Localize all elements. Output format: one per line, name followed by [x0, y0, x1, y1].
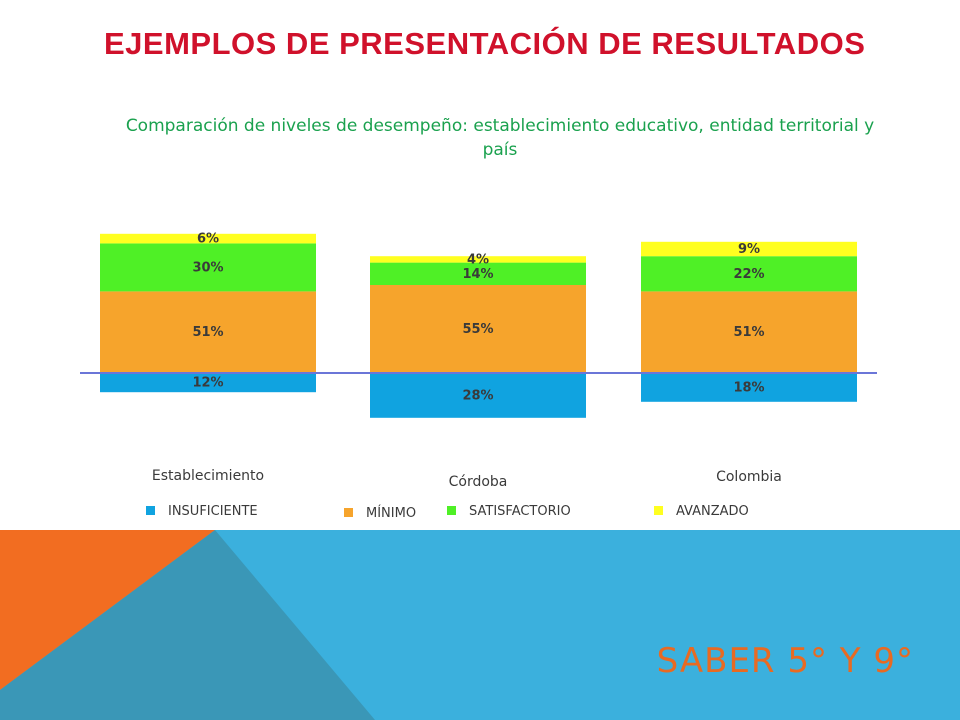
bar-avanzado-colombia	[641, 241, 857, 257]
bar-avanzado-establecimiento	[100, 233, 316, 244]
data-label-satisfactorio-cordoba: 14%	[462, 267, 493, 282]
slide-title: EJEMPLOS DE PRESENTACIÓN DE RESULTADOS	[104, 26, 866, 61]
data-label-avanzado-colombia: 9%	[738, 242, 760, 257]
category-label-colombia: Colombia	[716, 469, 782, 485]
stacked-bar-chart: 12% 51% 30% 6% 28% 55% 14%4% 18% 51% 22% 9% Estable…	[80, 232, 877, 521]
data-label-minimo-establecimiento: 51%	[192, 325, 223, 340]
bar-minimo-colombia	[641, 291, 857, 373]
footer-dark-triangle	[0, 530, 375, 720]
data-label-minimo-cordoba: 55%	[462, 322, 493, 337]
legend-swatch-avanzado	[654, 506, 663, 515]
legend-label-satisfactorio: SATISFACTORIO	[469, 504, 571, 519]
data-label-satisfactorio-colombia: 22%	[733, 267, 764, 282]
legend-label-insuficiente: INSUFICIENTE	[168, 504, 258, 519]
bar-satisfactorio-cordoba	[370, 262, 586, 285]
data-label-minimo-colombia: 51%	[733, 325, 764, 340]
legend-swatch-insuficiente	[146, 506, 155, 515]
bar-satisfactorio-colombia	[641, 256, 857, 292]
bar-insuficiente-cordoba	[370, 373, 586, 418]
chart-title: Comparación de niveles de desempeño: est…	[125, 116, 875, 160]
legend-swatch-minimo	[344, 508, 353, 517]
data-label-insuficiente-establecimiento: 12%	[192, 376, 223, 391]
footer-caption: SABER 5° Y 9°	[656, 641, 914, 681]
bar-satisfactorio-establecimiento	[100, 243, 316, 292]
category-label-cordoba: Córdoba	[449, 474, 508, 490]
bar-minimo-cordoba	[370, 285, 586, 373]
data-label-insuficiente-colombia: 18%	[733, 380, 764, 395]
data-label-insuficiente-cordoba: 28%	[462, 388, 493, 403]
category-label-establecimiento: Establecimiento	[152, 468, 264, 484]
bar-avanzado-cordoba	[370, 256, 586, 263]
legend-swatch-satisfactorio	[447, 506, 456, 515]
legend-label-avanzado: AVANZADO	[676, 504, 749, 519]
data-label-avanzado-establecimiento: 6%	[197, 232, 219, 247]
data-label-satisfactorio-establecimiento: 30%	[192, 260, 223, 275]
bar-insuficiente-colombia	[641, 373, 857, 402]
legend-label-minimo: MÍNIMO	[366, 505, 416, 521]
bar-minimo-establecimiento	[100, 291, 316, 373]
data-label-avanzado-cordoba: 4%	[467, 252, 489, 267]
bar-insuficiente-establecimiento	[100, 373, 316, 393]
